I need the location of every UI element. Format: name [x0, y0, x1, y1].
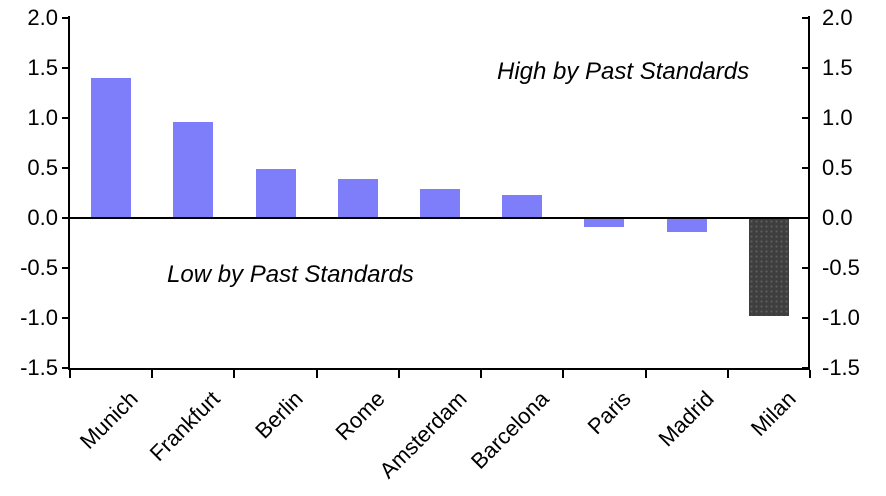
- x-axis-tick: [151, 370, 154, 378]
- y-axis-right-tick: [802, 117, 810, 119]
- x-axis-tick: [315, 370, 318, 378]
- y-axis-right-tick: [802, 17, 810, 19]
- bar-berlin: [255, 169, 296, 217]
- bar-madrid: [666, 219, 707, 232]
- x-axis-tick: [562, 370, 565, 378]
- bar-munich: [91, 78, 132, 217]
- y-axis-right-label: 2.0: [822, 5, 853, 30]
- x-axis-tick: [233, 370, 236, 378]
- y-axis-left-label: 1.5: [27, 55, 58, 80]
- y-axis-right-label: -1.5: [822, 355, 860, 380]
- y-axis-right-label: 1.0: [822, 105, 853, 130]
- y-axis-left-label: -0.5: [20, 255, 58, 280]
- annotation-high-by-past-standards: High by Past Standards: [497, 58, 750, 85]
- y-axis-left-label: 1.0: [27, 105, 58, 130]
- y-axis-left-tick: [62, 217, 70, 219]
- x-axis-tick: [69, 370, 71, 378]
- plot-area: [68, 16, 810, 370]
- y-axis-right-tick: [802, 67, 810, 69]
- bar-milan: [748, 219, 789, 316]
- bar-frankfurt: [173, 122, 214, 217]
- y-axis-right-tick: [802, 267, 810, 269]
- y-axis-right-tick: [802, 217, 810, 219]
- y-axis-right-label: -0.5: [822, 255, 860, 280]
- y-axis-left-label: 0.0: [27, 205, 58, 230]
- x-axis-tick: [809, 370, 811, 378]
- y-axis-right-label: 1.5: [822, 55, 853, 80]
- y-axis-left-tick: [62, 317, 70, 319]
- x-axis-tick: [644, 370, 647, 378]
- y-axis-left-tick: [62, 17, 70, 19]
- x-axis-tick: [726, 370, 729, 378]
- bar-barcelona: [502, 195, 543, 217]
- y-axis-left-label: 0.5: [27, 155, 58, 180]
- y-axis-left-tick: [62, 367, 70, 369]
- y-axis-left-tick: [62, 117, 70, 119]
- y-axis-right-tick: [802, 367, 810, 369]
- zero-baseline: [70, 217, 810, 219]
- y-axis-right-label: 0.5: [822, 155, 853, 180]
- annotation-low-by-past-standards: Low by Past Standards: [167, 261, 414, 288]
- y-axis-right-label: -1.0: [822, 305, 860, 330]
- bar-amsterdam: [420, 189, 460, 217]
- bar-rome: [337, 179, 378, 217]
- y-axis-left-label: -1.0: [20, 305, 58, 330]
- y-axis-left-label: 2.0: [27, 5, 58, 30]
- x-axis-tick: [397, 370, 400, 378]
- y-axis-right-tick: [802, 317, 810, 319]
- y-axis-left-label: -1.5: [20, 355, 58, 380]
- y-axis-left-tick: [62, 167, 70, 169]
- y-axis-right-tick: [802, 167, 810, 169]
- y-axis-left-tick: [62, 267, 70, 269]
- x-axis-tick: [480, 370, 483, 378]
- bar-paris: [584, 219, 625, 227]
- y-axis-right-label: 0.0: [822, 205, 853, 230]
- y-axis-left-tick: [62, 67, 70, 69]
